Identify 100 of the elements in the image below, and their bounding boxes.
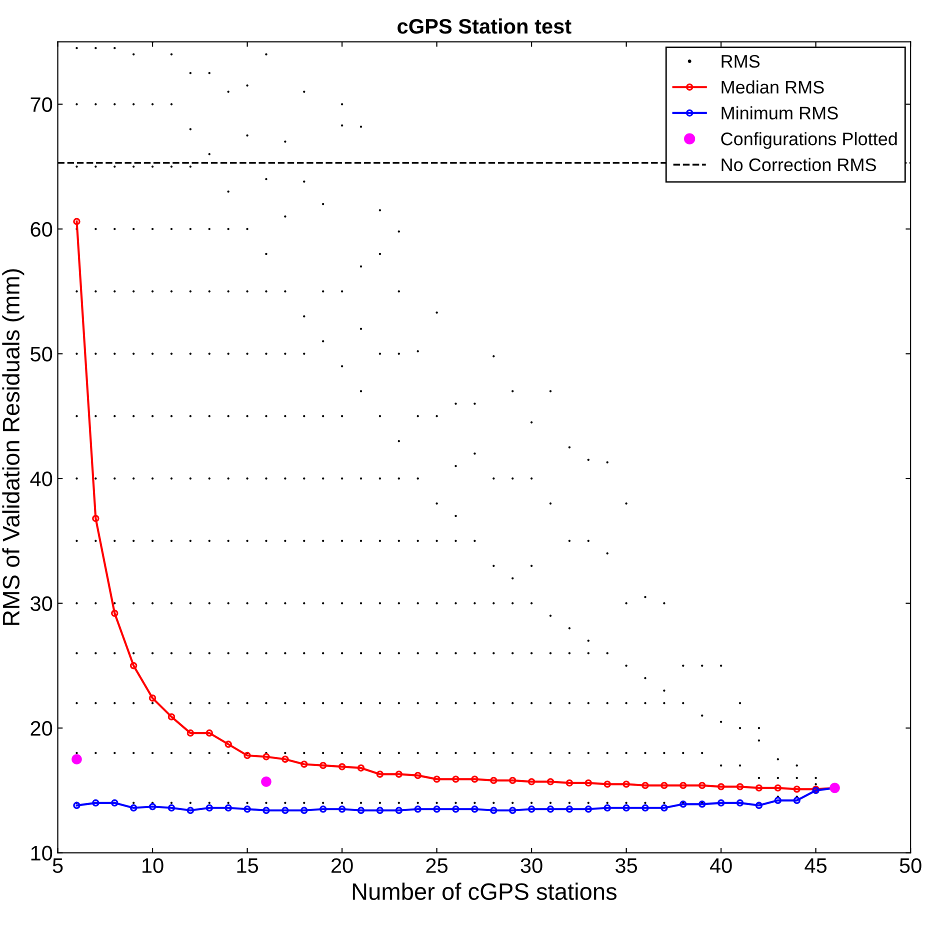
point bbox=[244, 806, 251, 813]
point bbox=[262, 806, 270, 814]
point bbox=[300, 806, 308, 814]
point bbox=[680, 782, 687, 790]
point bbox=[92, 514, 100, 522]
point bbox=[130, 804, 138, 812]
point bbox=[508, 806, 516, 814]
x-tick-label: 5 bbox=[52, 858, 63, 873]
point bbox=[717, 783, 725, 790]
point bbox=[546, 806, 554, 813]
point bbox=[736, 799, 744, 807]
point bbox=[622, 780, 630, 788]
point bbox=[660, 782, 668, 790]
point bbox=[148, 803, 156, 810]
point bbox=[774, 796, 782, 804]
point bbox=[338, 763, 346, 770]
point bbox=[224, 804, 232, 812]
point bbox=[452, 776, 460, 783]
point bbox=[584, 806, 592, 813]
point bbox=[262, 753, 270, 760]
point bbox=[148, 694, 156, 702]
point bbox=[698, 800, 706, 808]
point bbox=[452, 806, 460, 813]
point bbox=[111, 610, 118, 617]
point bbox=[566, 779, 574, 787]
point bbox=[698, 782, 706, 790]
point bbox=[282, 806, 289, 814]
point bbox=[395, 806, 403, 814]
point bbox=[528, 806, 536, 813]
point bbox=[490, 806, 498, 814]
point bbox=[224, 740, 232, 748]
x-tick-label: 25 bbox=[426, 858, 448, 873]
x-tick-label: 15 bbox=[237, 858, 258, 873]
y-axis-title: RMS of Validation Residuals (mm) bbox=[2, 269, 24, 625]
point bbox=[395, 770, 403, 778]
point bbox=[490, 776, 498, 784]
point bbox=[642, 782, 649, 790]
x-tick-label: 45 bbox=[804, 858, 827, 873]
y-tick-label: 30 bbox=[30, 596, 52, 612]
point bbox=[168, 804, 176, 812]
point bbox=[261, 776, 272, 787]
point bbox=[72, 754, 82, 764]
point bbox=[584, 779, 592, 787]
point bbox=[186, 806, 194, 814]
point bbox=[73, 802, 80, 810]
point bbox=[774, 784, 782, 792]
x-axis-title: Number of cGPS stations bbox=[352, 882, 617, 900]
point bbox=[471, 806, 478, 813]
point bbox=[433, 776, 440, 783]
point bbox=[755, 784, 763, 792]
x-tick-label: 30 bbox=[520, 858, 542, 873]
point bbox=[92, 799, 100, 807]
point bbox=[73, 218, 80, 226]
point bbox=[414, 772, 422, 780]
legend-label: Minimum RMS bbox=[722, 106, 838, 120]
point bbox=[319, 806, 327, 813]
point bbox=[680, 800, 687, 808]
point bbox=[300, 760, 308, 768]
point bbox=[604, 804, 611, 812]
point bbox=[186, 729, 194, 737]
point bbox=[471, 776, 478, 783]
point bbox=[604, 780, 611, 788]
point bbox=[566, 806, 574, 813]
point bbox=[793, 796, 800, 804]
y-tick-label: 60 bbox=[30, 222, 52, 237]
x-tick-label: 10 bbox=[142, 858, 164, 873]
y-tick-label: 40 bbox=[30, 472, 52, 486]
point bbox=[622, 804, 630, 812]
x-tick-label: 50 bbox=[900, 858, 922, 873]
legend-label: RMS bbox=[722, 54, 760, 68]
point bbox=[642, 804, 649, 812]
point bbox=[414, 806, 422, 813]
point bbox=[508, 776, 516, 784]
legend-label: Median RMS bbox=[722, 80, 824, 94]
legend-label: Configurations Plotted bbox=[721, 132, 897, 149]
point bbox=[206, 729, 213, 737]
point bbox=[528, 778, 536, 786]
y-tick-label: 20 bbox=[30, 721, 52, 736]
point bbox=[376, 770, 384, 778]
x-tick-label: 35 bbox=[616, 858, 638, 873]
point bbox=[206, 804, 213, 812]
point bbox=[338, 806, 346, 813]
point bbox=[793, 786, 800, 793]
point bbox=[130, 662, 138, 670]
point bbox=[736, 783, 744, 790]
point bbox=[111, 799, 118, 807]
ref-line-label: No Correction RMS bbox=[722, 158, 876, 172]
point bbox=[660, 804, 668, 812]
y-tick-label: 70 bbox=[30, 97, 52, 112]
point bbox=[357, 806, 365, 814]
point bbox=[244, 752, 251, 760]
point bbox=[717, 799, 725, 807]
x-tick-label: 20 bbox=[332, 858, 353, 873]
point bbox=[546, 778, 554, 786]
point bbox=[376, 806, 384, 814]
point bbox=[357, 764, 365, 772]
x-tick-label: 40 bbox=[710, 858, 732, 873]
point bbox=[168, 713, 176, 720]
y-tick-label: 10 bbox=[31, 846, 52, 861]
chart-title: cGPS Station test bbox=[398, 18, 572, 34]
